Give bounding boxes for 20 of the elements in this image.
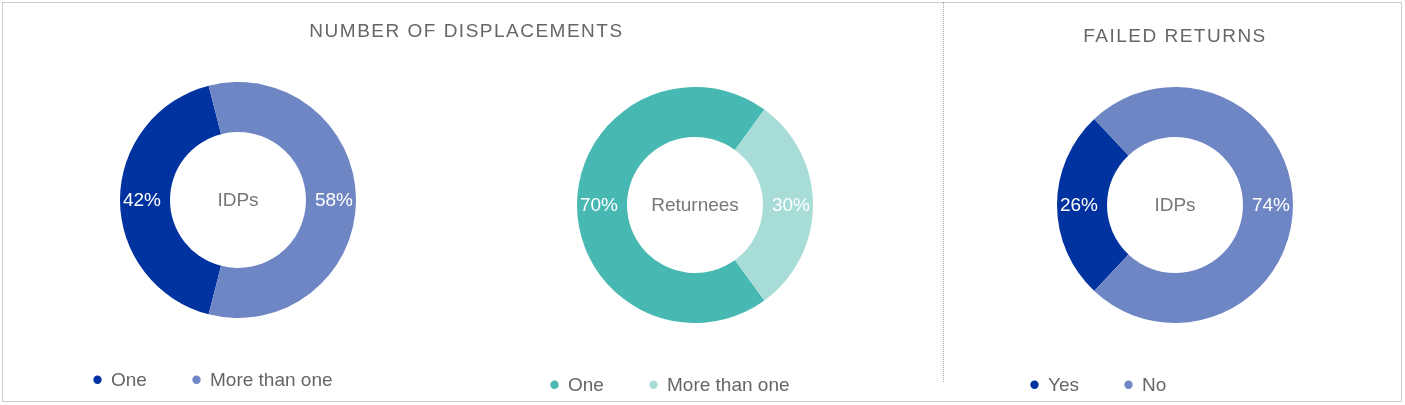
data-label: 58% [314, 189, 354, 210]
legend-label: One [568, 373, 604, 395]
text: IDPs [1154, 194, 1196, 215]
legend-label: No [1142, 373, 1167, 395]
text: Returnees [651, 194, 739, 215]
data-label: 26% [1059, 194, 1099, 215]
data-label: 42% [122, 189, 162, 210]
legend-label: Yes [1048, 373, 1079, 395]
text: IDPs [217, 189, 259, 210]
legend-label: More than one [210, 368, 333, 390]
data-label: 70% [579, 194, 619, 215]
data-label: 74% [1251, 194, 1291, 215]
chart-title: FAILED RETURNS [1082, 25, 1268, 47]
donut-slice [208, 82, 356, 318]
donut-slice [1057, 118, 1129, 292]
legend-label: One [111, 368, 147, 390]
legend-label: More than one [667, 373, 790, 395]
data-label: 30% [771, 194, 811, 215]
text: NUMBER OF DISPLACEMENTS [308, 20, 625, 42]
donut-slice [577, 87, 765, 323]
